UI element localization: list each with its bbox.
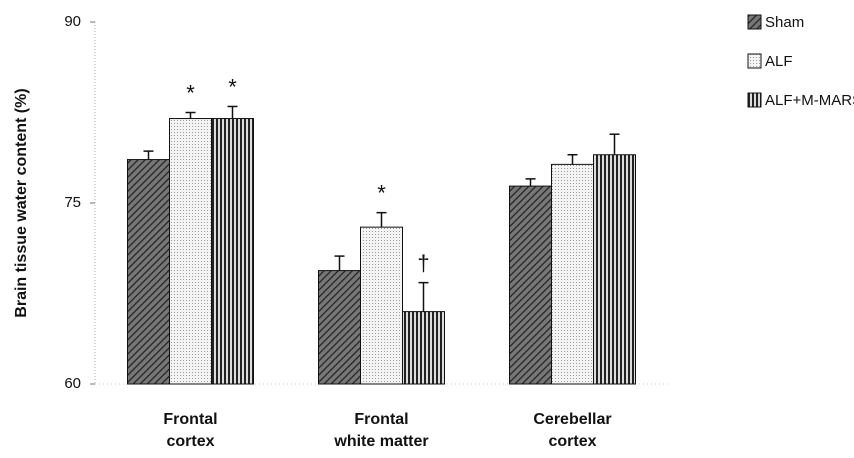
legend-swatch [747, 92, 762, 108]
x-tick-label: Frontal [354, 411, 408, 428]
significance-marker: * [228, 74, 237, 99]
legend-label: ALF [765, 53, 793, 70]
error-bar [525, 178, 536, 187]
error-bar [334, 255, 345, 271]
error-bar [376, 211, 387, 228]
significance-marker: * [377, 180, 386, 205]
x-tick-label: white matter [333, 433, 428, 450]
significance-marker: * [186, 80, 195, 105]
error-bar [185, 111, 196, 119]
x-tick-label: cortex [166, 433, 214, 450]
bar [551, 163, 594, 385]
bar [360, 226, 403, 385]
error-bar [609, 133, 620, 155]
error-bar [143, 150, 154, 160]
bar [169, 118, 212, 385]
bar [402, 311, 445, 385]
legend-swatch [747, 14, 762, 30]
bar [211, 118, 254, 385]
x-tick-label: Frontal [163, 411, 217, 428]
bar [127, 159, 170, 385]
legend-label: ALF+M-MARS [765, 92, 854, 109]
legend-label: Sham [765, 14, 804, 31]
error-bar [227, 105, 238, 119]
x-tick-label: cortex [548, 433, 596, 450]
error-bar [418, 281, 429, 312]
y-tick-label: 75 [64, 194, 81, 211]
significance-marker: † [417, 250, 429, 275]
y-axis-label: Brain tissue water content (%) [13, 88, 30, 317]
y-tick-label: 60 [64, 375, 81, 392]
bar [318, 270, 361, 385]
legend-swatch [747, 53, 762, 69]
bar [593, 154, 636, 385]
error-bar [567, 153, 578, 165]
y-tick-label: 90 [64, 13, 81, 30]
bar [509, 185, 552, 385]
x-tick-label: Cerebellar [533, 411, 611, 428]
